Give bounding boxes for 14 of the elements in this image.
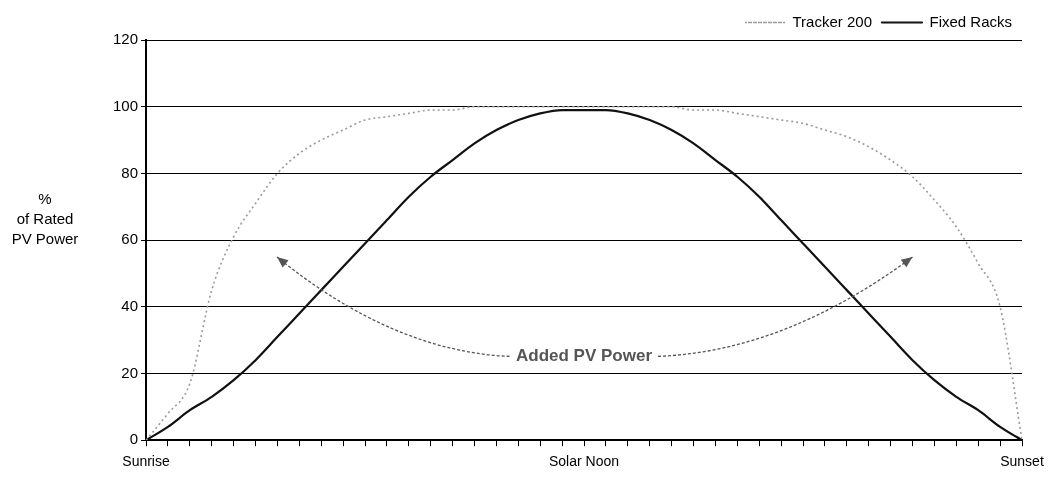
y-tick-label: 100: [113, 96, 139, 114]
x-tick-label: Solar Noon: [548, 453, 620, 470]
annotation: Added PV Power: [516, 345, 653, 365]
y-tick-label: 60: [121, 230, 139, 248]
y-tick-label: 0: [129, 430, 139, 448]
x-tick-label: Sunrise: [122, 453, 170, 470]
legend-label: Tracker 200: [792, 12, 872, 30]
y-tick-label: 120: [113, 30, 139, 48]
y-tick-label: 40: [121, 296, 139, 314]
x-tick-label: Sunset: [1000, 453, 1044, 470]
legend-label: Fixed Racks: [929, 12, 1013, 30]
y-tick-label: 20: [121, 363, 139, 381]
y-tick-label: 80: [121, 163, 139, 181]
y-axis-title: % of Rated PV Power: [11, 190, 79, 248]
